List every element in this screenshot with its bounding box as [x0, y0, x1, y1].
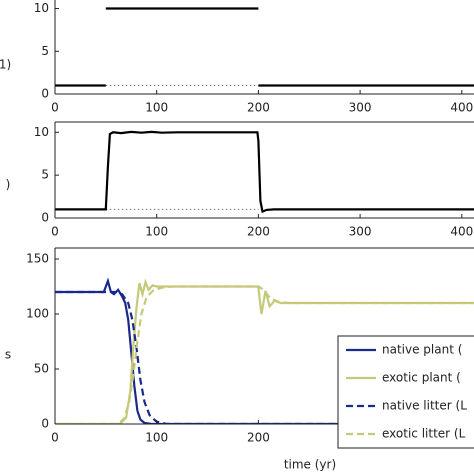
- x-tick-label: 0: [51, 225, 59, 239]
- y-tick-label: 10: [34, 125, 49, 139]
- plot-area: [55, 130, 474, 214]
- y-tick-label: 5: [41, 168, 49, 182]
- y-tick-label: 0: [41, 417, 49, 431]
- legend-box: [337, 335, 474, 449]
- series-line: [55, 277, 474, 424]
- y-axis-label: ): [6, 178, 11, 192]
- x-tick-label: 100: [145, 225, 168, 239]
- y-axis-label: 1): [0, 58, 11, 72]
- x-tick-label: 0: [51, 431, 59, 445]
- y-tick-label: 0: [41, 211, 49, 225]
- x-axis-label: time (yr): [284, 458, 336, 472]
- x-tick-label: 100: [145, 101, 168, 115]
- y-tick-label: 150: [26, 252, 49, 266]
- x-tick-label: 200: [247, 101, 270, 115]
- plot-area: [55, 7, 474, 87]
- y-axis-label: s: [5, 348, 11, 362]
- series-line: [55, 130, 474, 214]
- y-tick-label: 50: [34, 362, 49, 376]
- x-tick-label: 200: [247, 225, 270, 239]
- legend-label: native litter (L: [382, 399, 467, 413]
- series-line: [55, 290, 474, 424]
- x-tick-label: 100: [145, 431, 168, 445]
- x-tick-label: 300: [349, 101, 372, 115]
- x-tick-label: 400: [450, 101, 473, 115]
- series-line: [55, 278, 474, 424]
- y-tick-label: 10: [34, 1, 49, 15]
- legend-label: exotic plant (: [382, 371, 461, 385]
- y-tick-label: 5: [41, 44, 49, 58]
- legend-label: exotic litter (L: [382, 427, 466, 441]
- legend-label: native plant (: [382, 343, 462, 357]
- series-line: [55, 285, 474, 424]
- plot-area: [55, 277, 474, 424]
- y-tick-label: 0: [41, 87, 49, 101]
- x-tick-label: 400: [450, 225, 473, 239]
- x-tick-label: 300: [349, 225, 372, 239]
- x-tick-label: 200: [247, 431, 270, 445]
- x-tick-label: 0: [51, 101, 59, 115]
- y-tick-label: 100: [26, 307, 49, 321]
